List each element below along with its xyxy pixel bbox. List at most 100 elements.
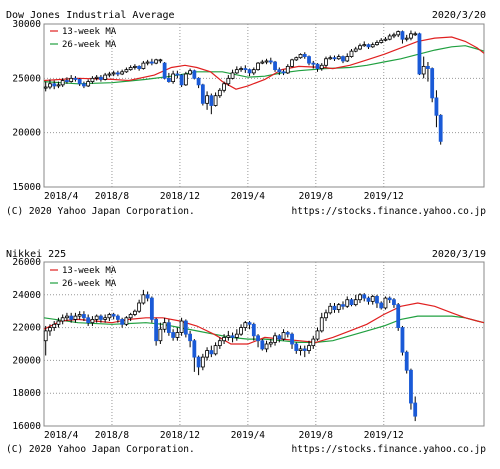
- candle-up: [94, 76, 99, 79]
- candle-down: [192, 70, 197, 79]
- dow-source-link[interactable]: https://stocks.finance.yahoo.co.jp: [292, 206, 487, 217]
- candle-up: [358, 45, 362, 50]
- candle-up: [264, 60, 269, 63]
- x-tick-label: 2018/12: [160, 430, 200, 441]
- candle-down: [379, 302, 384, 309]
- y-tick-label: 20000: [12, 355, 41, 366]
- candle-up: [48, 327, 52, 332]
- candle-up: [324, 312, 328, 319]
- candle-down: [404, 351, 409, 371]
- nikkei-source-link[interactable]: https://stocks.finance.yahoo.co.jp: [292, 444, 487, 455]
- nikkei-credit: (C) 2020 Yahoo Japan Corporation.: [6, 444, 195, 455]
- dow-legend-ma13: 13-week MA: [62, 27, 117, 37]
- candle-down: [137, 65, 142, 69]
- candle-up: [141, 294, 146, 304]
- candle-up: [73, 315, 78, 320]
- y-tick-label: 18000: [12, 388, 41, 399]
- candle-down: [162, 62, 167, 79]
- candle-up: [56, 320, 61, 325]
- candle-down: [400, 31, 405, 40]
- x-tick-label: 2018/4: [44, 191, 79, 202]
- candle-up: [179, 320, 184, 333]
- candle-down: [209, 350, 214, 355]
- candle-up: [226, 335, 231, 338]
- nikkei-legend-ma13: 13-week MA: [62, 266, 117, 276]
- nikkei-title: Nikkei 225: [6, 249, 66, 260]
- candle-up: [65, 315, 69, 319]
- candle-up: [336, 56, 341, 60]
- candle-up: [421, 65, 426, 75]
- y-tick-label: 26000: [12, 257, 41, 268]
- candle-down: [302, 54, 307, 57]
- candle-down: [375, 296, 379, 304]
- candle-up: [251, 69, 256, 74]
- candle-down: [247, 69, 252, 74]
- candle-up: [311, 338, 316, 347]
- x-tick-label: 2018/12: [160, 191, 200, 202]
- candle-down: [65, 80, 69, 82]
- candle-down: [315, 63, 320, 69]
- dow-date: 2020/3/20: [432, 10, 486, 21]
- candle-up: [396, 31, 401, 36]
- dow-ma13-layer: [43, 36, 485, 90]
- candle-up: [349, 50, 354, 58]
- candle-down: [171, 332, 176, 338]
- candle-down: [183, 320, 188, 335]
- x-tick-label: 2018/4: [44, 430, 79, 441]
- candle-up: [154, 59, 159, 64]
- candle-up: [124, 317, 129, 325]
- candle-up: [205, 95, 209, 104]
- candle-down: [260, 340, 265, 350]
- candle-up: [319, 317, 324, 332]
- candle-up: [298, 54, 303, 59]
- dow-y-ticks: 15000 20000 25000 30000: [12, 19, 41, 193]
- candle-down: [154, 318, 159, 342]
- candle-down: [281, 71, 286, 74]
- candle-down: [82, 83, 86, 87]
- candle-up: [60, 80, 65, 86]
- candle-up: [132, 310, 137, 315]
- candle-down: [188, 333, 193, 342]
- candle-up: [345, 299, 350, 307]
- candle-down: [417, 33, 422, 75]
- candle-up: [48, 83, 52, 88]
- candle-up: [413, 33, 418, 36]
- candle-up: [285, 65, 290, 74]
- candle-up: [328, 305, 333, 314]
- candle-up: [107, 73, 112, 76]
- candle-down: [115, 315, 120, 320]
- candle-down: [179, 74, 184, 86]
- nikkei-y-ticks: 16000 18000 20000 22000 24000 26000: [12, 257, 41, 432]
- candle-down: [268, 60, 273, 63]
- candle-up: [205, 350, 209, 358]
- candle-up: [383, 297, 388, 309]
- candle-up: [171, 73, 176, 82]
- candle-up: [239, 68, 243, 71]
- nikkei-legend: 13-week MA 26-week MA: [50, 266, 117, 289]
- candle-down: [277, 69, 282, 73]
- candle-up: [298, 348, 303, 351]
- dow-plot-area: [43, 23, 485, 188]
- candle-up: [217, 89, 222, 97]
- candle-up: [137, 302, 142, 312]
- candle-up: [315, 330, 320, 340]
- candle-up: [230, 72, 235, 79]
- candle-up: [188, 70, 193, 75]
- y-tick-label: 25000: [12, 73, 41, 84]
- candle-down: [230, 335, 235, 338]
- candle-up: [383, 38, 388, 41]
- candle-down: [251, 323, 256, 337]
- candle-up: [94, 315, 99, 320]
- candle-down: [149, 297, 154, 320]
- dow-panel: Dow Jones Industrial Average 2020/3/20 1…: [6, 10, 486, 217]
- candle-up: [56, 84, 61, 87]
- candle-up: [294, 57, 299, 61]
- candle-down: [438, 114, 443, 142]
- candle-down: [273, 61, 277, 71]
- x-tick-label: 2019/12: [364, 430, 404, 441]
- candle-down: [341, 56, 345, 62]
- candle-down: [209, 95, 214, 106]
- dow-grid: [44, 24, 484, 187]
- candle-up: [353, 48, 358, 52]
- dow-candles: [43, 30, 443, 145]
